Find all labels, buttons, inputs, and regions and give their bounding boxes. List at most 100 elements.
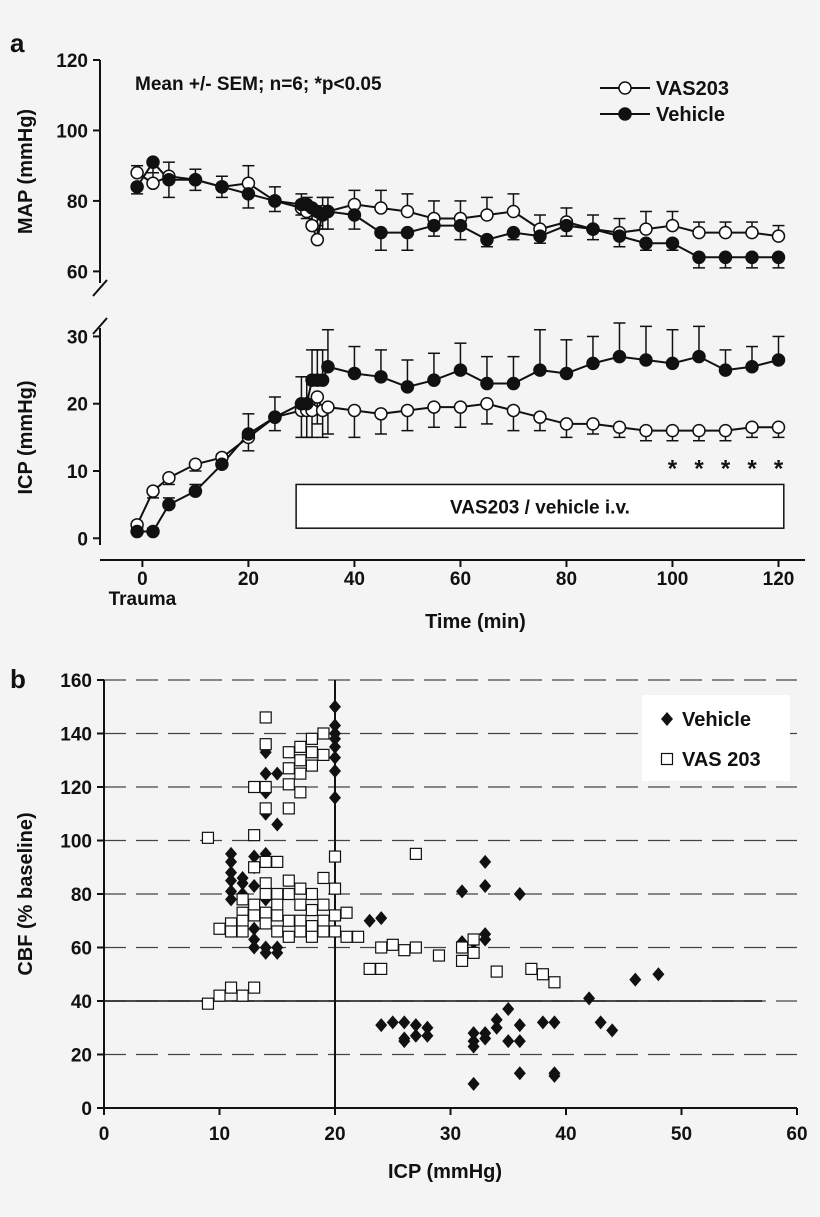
- data-point: [479, 878, 492, 893]
- data-point: [386, 938, 399, 951]
- y-tick-label: 100: [56, 121, 88, 142]
- significance-mark: *: [668, 455, 678, 482]
- data-point: [533, 363, 547, 377]
- y-tick-label: 40: [71, 992, 92, 1013]
- data-point: [299, 396, 314, 411]
- legend-label: VAS 203: [682, 749, 761, 771]
- y-tick-label: 0: [81, 1099, 92, 1120]
- data-point: [225, 865, 238, 880]
- y-axis-title: CBF (% baseline): [15, 812, 37, 975]
- data-point: [718, 250, 733, 265]
- legend-label: Vehicle: [656, 104, 725, 126]
- data-point: [329, 739, 341, 754]
- data-point: [259, 917, 272, 930]
- data-point: [224, 981, 238, 994]
- data-point: [329, 790, 341, 805]
- data-point: [236, 989, 249, 1002]
- data-point: [294, 786, 307, 799]
- data-point: [317, 914, 330, 927]
- data-point: [421, 1020, 434, 1035]
- data-point: [480, 396, 494, 411]
- data-point: [692, 225, 706, 240]
- y-tick-label: 120: [56, 51, 88, 72]
- data-point: [374, 407, 388, 421]
- data-point: [259, 877, 272, 890]
- data-point: [513, 887, 526, 901]
- data-point: [248, 921, 261, 936]
- data-point: [718, 225, 733, 240]
- data-point: [665, 356, 680, 371]
- y-tick-label: 60: [71, 939, 92, 960]
- data-point: [315, 373, 330, 387]
- data-point: [248, 780, 261, 794]
- data-point: [282, 778, 295, 791]
- data-point: [771, 250, 786, 265]
- data-point: [340, 906, 353, 919]
- data-point: [506, 204, 521, 219]
- annotation: Mean +/- SEM; n=6; *p<0.05: [135, 74, 382, 95]
- significance-mark: *: [747, 455, 757, 482]
- data-point: [612, 229, 627, 243]
- data-point: [594, 1015, 607, 1030]
- data-point: [453, 363, 468, 377]
- data-point: [455, 941, 469, 954]
- data-point: [559, 366, 574, 381]
- x-axis-title: Time (min): [425, 611, 526, 633]
- data-point: [427, 218, 441, 233]
- data-point: [225, 854, 238, 869]
- data-point: [432, 949, 446, 962]
- data-point: [329, 699, 341, 714]
- data-point: [536, 1015, 549, 1030]
- data-point: [146, 155, 160, 169]
- data-point: [317, 925, 330, 938]
- data-point: [329, 750, 341, 765]
- data-point: [248, 940, 261, 955]
- data-point: [467, 1039, 480, 1054]
- data-point: [639, 236, 653, 250]
- data-point: [665, 218, 680, 233]
- y-tick-label: 20: [67, 395, 88, 416]
- data-point: [305, 746, 318, 759]
- data-point: [162, 470, 176, 485]
- data-point: [201, 997, 215, 1010]
- x-tick-label: 40: [344, 569, 365, 590]
- data-point: [317, 748, 330, 762]
- data-point: [480, 232, 494, 247]
- data-point: [188, 173, 203, 187]
- data-point: [201, 831, 215, 844]
- data-point: [248, 909, 261, 922]
- y-tick-label: 80: [71, 885, 92, 906]
- data-point: [329, 718, 341, 733]
- x-tick-label: 120: [763, 569, 795, 590]
- data-point: [409, 1018, 422, 1033]
- treatment-label: VAS203 / vehicle i.v.: [450, 497, 630, 518]
- data-point: [533, 229, 547, 243]
- data-point: [375, 941, 388, 954]
- data-point: [352, 930, 365, 943]
- data-point: [282, 746, 295, 759]
- data-point: [467, 1076, 480, 1091]
- data-point: [375, 1018, 388, 1033]
- y-tick-label: 140: [60, 725, 92, 746]
- data-point: [328, 925, 342, 938]
- data-point: [294, 740, 307, 753]
- data-point: [241, 187, 256, 201]
- data-point: [224, 925, 238, 938]
- x-tick-label: 40: [555, 1124, 576, 1145]
- data-point: [188, 457, 203, 472]
- data-point: [347, 403, 362, 418]
- data-point: [374, 370, 388, 384]
- data-point: [363, 913, 376, 928]
- data-point: [215, 457, 229, 472]
- data-point: [225, 846, 238, 861]
- x-axis-title: ICP (mmHg): [388, 1161, 502, 1183]
- data-point: [321, 204, 335, 219]
- data-point: [271, 766, 284, 781]
- data-point: [718, 363, 733, 377]
- y-tick-label: 30: [67, 327, 88, 348]
- data-point: [294, 754, 307, 767]
- data-point: [745, 250, 759, 265]
- data-point: [467, 1026, 480, 1041]
- data-point: [317, 727, 330, 740]
- x-tick-label: 60: [786, 1124, 807, 1145]
